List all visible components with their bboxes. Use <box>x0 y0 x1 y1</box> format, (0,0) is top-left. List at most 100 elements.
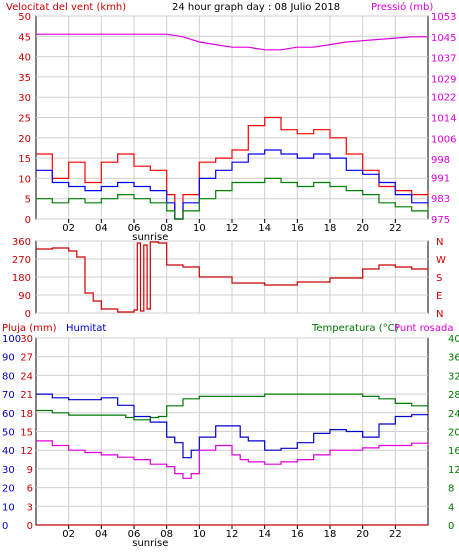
humidity-tick-20: 20 <box>2 484 15 495</box>
wind-x-tick-label-04: 04 <box>95 223 108 234</box>
temperature-tick-28: 28 <box>448 390 459 401</box>
direction-series-direction <box>36 241 429 313</box>
climate-x-tick-label-12: 12 <box>226 529 239 540</box>
humidity-tick-30: 30 <box>2 465 15 476</box>
temperature-tick-40: 40 <box>448 334 459 345</box>
wind-speed-tick-10: 10 <box>18 174 31 185</box>
wind-speed-tick-45: 45 <box>18 32 31 43</box>
wind-speed-tick-25: 25 <box>18 114 31 125</box>
wind-speed-tick-20: 20 <box>18 134 31 145</box>
rain-axis-title: Pluja (mm) <box>2 323 57 334</box>
climate-series-temperature <box>36 393 428 421</box>
wind-x-tick-label-12: 12 <box>226 223 239 234</box>
pressure-tick-975: 975 <box>431 215 450 226</box>
climate-x-tick-label-20: 20 <box>356 529 369 540</box>
direction-tick-180: 180 <box>12 273 31 284</box>
pressure-tick-1022: 1022 <box>431 93 456 104</box>
rain-tick-3: 3 <box>27 502 33 513</box>
rain-tick-24: 24 <box>20 371 33 382</box>
wind-speed-tick-30: 30 <box>18 93 31 104</box>
climate-x-tick-label-04: 04 <box>95 529 108 540</box>
humidity-tick-100: 100 <box>2 334 21 345</box>
rain-tick-12: 12 <box>20 446 33 457</box>
pressure-tick-1053: 1053 <box>431 12 456 23</box>
pressure-axis-title: Pressió (mb) <box>371 1 433 13</box>
compass-label-0: N <box>436 237 443 248</box>
wind-series-gust <box>36 116 429 220</box>
wind-x-tick-label-16: 16 <box>291 223 304 234</box>
wind-x-tick-label-02: 02 <box>62 223 75 234</box>
direction-tick-90: 90 <box>18 291 31 302</box>
temperature-tick-24: 24 <box>448 409 459 420</box>
climate-x-tick-label-14: 14 <box>258 529 271 540</box>
wind-sunrise-label: sunrise <box>132 232 168 243</box>
wind-x-tick-label-20: 20 <box>356 223 369 234</box>
climate-series-humidity <box>36 393 428 459</box>
pressure-tick-991: 991 <box>431 173 450 184</box>
humidity-tick-70: 70 <box>2 390 15 401</box>
humidity-tick-0: 0 <box>2 521 8 532</box>
humidity-tick-40: 40 <box>2 446 15 457</box>
temperature-tick-0: 0 <box>448 521 454 532</box>
climate-x-tick-label-18: 18 <box>324 529 337 540</box>
direction-tick-0: 0 <box>25 309 31 320</box>
compass-label-1: W <box>436 255 446 266</box>
humidity-tick-60: 60 <box>2 409 15 420</box>
humidity-tick-10: 10 <box>2 502 15 513</box>
wind-speed-tick-50: 50 <box>18 12 31 23</box>
temperature-axis-title: Temperatura (°C) <box>311 323 399 334</box>
wind-speed-tick-40: 40 <box>18 53 31 64</box>
pressure-tick-1006: 1006 <box>431 134 456 145</box>
rain-tick-15: 15 <box>20 428 33 439</box>
climate-x-tick-label-22: 22 <box>389 529 402 540</box>
rain-tick-6: 6 <box>27 484 33 495</box>
climate-x-tick-label-06: 06 <box>128 529 141 540</box>
humidity-axis-title: Humitat <box>66 323 106 334</box>
temperature-tick-12: 12 <box>448 465 459 476</box>
wind-x-tick-label-06: 06 <box>128 223 141 234</box>
wind-series-average <box>36 149 429 220</box>
dewpoint-axis-title: Punt rosada <box>394 323 453 334</box>
temperature-tick-36: 36 <box>448 353 459 364</box>
rain-tick-30: 30 <box>20 334 33 345</box>
compass-label-3: E <box>436 291 442 302</box>
temperature-tick-8: 8 <box>448 484 454 495</box>
wind-speed-tick-35: 35 <box>18 73 31 84</box>
climate-x-tick-label-10: 10 <box>193 529 206 540</box>
temperature-tick-20: 20 <box>448 428 459 439</box>
pressure-tick-1029: 1029 <box>431 74 456 85</box>
wind-x-tick-label-10: 10 <box>193 223 206 234</box>
compass-label-2: S <box>436 273 442 284</box>
climate-series-dewpoint <box>36 440 429 479</box>
wind-x-tick-label-08: 08 <box>160 223 173 234</box>
humidity-tick-80: 80 <box>2 371 15 382</box>
pressure-tick-1045: 1045 <box>431 33 456 44</box>
pressure-tick-983: 983 <box>431 194 450 205</box>
wind-speed-tick-15: 15 <box>18 154 31 165</box>
rain-tick-0: 0 <box>27 521 33 532</box>
wind-x-tick-label-22: 22 <box>389 223 402 234</box>
temperature-tick-32: 32 <box>448 371 459 382</box>
climate-x-tick-label-08: 08 <box>160 529 173 540</box>
wind-series-pressure <box>36 33 428 51</box>
compass-label-4: N <box>436 309 443 320</box>
rain-tick-21: 21 <box>20 390 33 401</box>
temperature-tick-16: 16 <box>448 446 459 457</box>
pressure-tick-1014: 1014 <box>431 114 456 125</box>
direction-tick-360: 360 <box>12 237 31 248</box>
climate-x-tick-label-02: 02 <box>62 529 75 540</box>
rain-tick-18: 18 <box>20 409 33 420</box>
wind-speed-tick-0: 0 <box>25 215 31 226</box>
humidity-tick-90: 90 <box>2 353 15 364</box>
humidity-tick-50: 50 <box>2 428 15 439</box>
wind-speed-tick-5: 5 <box>25 195 31 206</box>
rain-tick-27: 27 <box>20 353 33 364</box>
rain-tick-9: 9 <box>27 465 33 476</box>
wind-x-tick-label-14: 14 <box>258 223 271 234</box>
temperature-tick-4: 4 <box>448 502 454 513</box>
climate-sunrise-label: sunrise <box>132 538 168 549</box>
direction-tick-270: 270 <box>12 255 31 266</box>
pressure-tick-998: 998 <box>431 155 450 166</box>
wind-series-low <box>36 177 429 220</box>
